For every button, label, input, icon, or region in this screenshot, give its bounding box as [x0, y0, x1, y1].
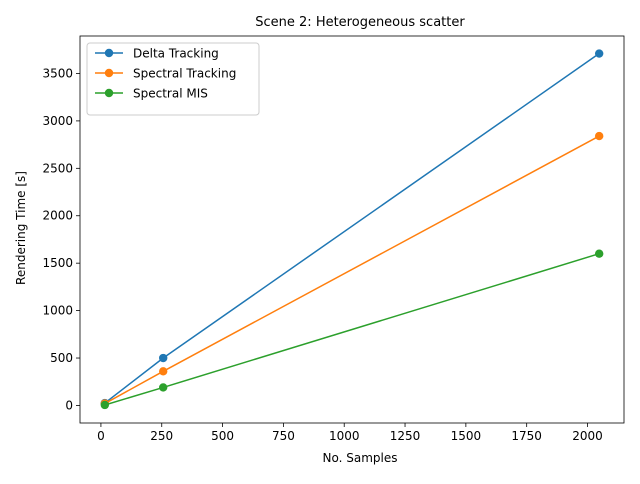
series-line-2 [104, 252, 600, 406]
x-tick-label-2: 500 [211, 429, 234, 443]
x-tick-label-0: 0 [97, 429, 105, 443]
y-tick-label-7: 3500 [42, 66, 73, 80]
series-line-1 [104, 135, 600, 405]
data-point-2-1 [159, 383, 168, 392]
data-point-1-1 [159, 367, 168, 376]
x-tick-label-1: 250 [150, 429, 173, 443]
y-tick-label-2: 1000 [42, 304, 73, 318]
x-tick-label-8: 2000 [572, 429, 603, 443]
x-tick-label-5: 1250 [390, 429, 421, 443]
y-axis-label: Rendering Time [s] [14, 171, 28, 285]
legend-label-0: Delta Tracking [133, 47, 219, 61]
data-point-0-1 [159, 353, 168, 363]
x-tick-label-4: 1000 [329, 429, 360, 443]
y-tick-label-4: 2000 [42, 209, 73, 223]
x-tick-label-3: 750 [272, 429, 295, 443]
legend-marker-2 [104, 88, 114, 98]
legend: Delta Tracking Spectral Tracking Spectral … [86, 42, 260, 116]
legend-marker-1 [104, 68, 114, 78]
plot-area [100, 49, 604, 410]
data-point-0-2 [594, 49, 604, 58]
legend-label-1: Spectral Tracking [133, 67, 236, 81]
y-tick-label-1: 500 [50, 351, 73, 365]
axes-frame [79, 35, 625, 424]
data-point-2-2 [594, 249, 604, 258]
legend-box [86, 42, 260, 116]
x-tick-label-6: 1500 [451, 429, 482, 443]
y-tick-label-0: 0 [65, 398, 73, 412]
x-tick-label-7: 1750 [511, 429, 542, 443]
y-tick-label-5: 2500 [42, 161, 73, 175]
axes-border [79, 35, 625, 424]
y-tick-label-6: 3000 [42, 114, 73, 128]
y-tick-label-3: 1500 [42, 256, 73, 270]
data-point-1-2 [594, 131, 604, 141]
axis-ticks: 0 250 500 750 1000 1250 1500 1750 2000 0 500 1000 15… [42, 66, 602, 443]
legend-marker-0 [104, 48, 114, 58]
chart-title: Scene 2: Heterogeneous scatter [255, 15, 465, 30]
x-axis-label: No. Samples [323, 451, 398, 465]
data-point-2-0 [100, 400, 110, 410]
legend-label-2: Spectral MIS [133, 87, 208, 101]
